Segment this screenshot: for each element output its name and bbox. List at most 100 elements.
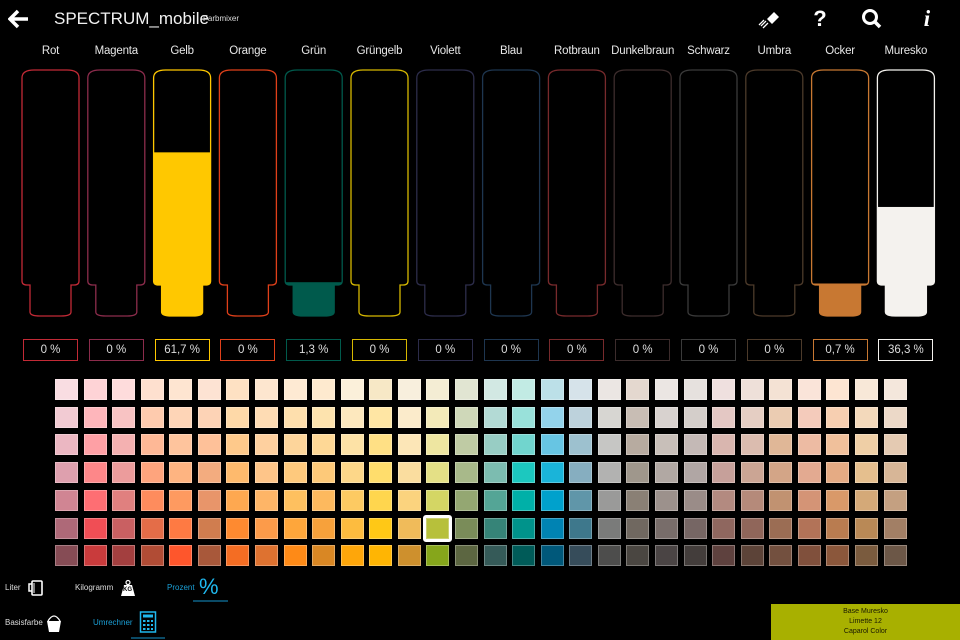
tube-dunkelbraun[interactable] bbox=[613, 69, 672, 317]
eraser-icon[interactable] bbox=[755, 6, 781, 32]
color-swatch[interactable] bbox=[226, 379, 250, 400]
color-swatch[interactable] bbox=[683, 517, 707, 539]
color-swatch[interactable] bbox=[883, 545, 907, 567]
color-swatch[interactable] bbox=[283, 379, 307, 400]
color-swatch[interactable] bbox=[312, 545, 336, 567]
color-swatch[interactable] bbox=[226, 489, 250, 511]
color-swatch[interactable] bbox=[797, 517, 821, 539]
color-swatch[interactable] bbox=[797, 406, 821, 428]
color-swatch[interactable] bbox=[83, 379, 107, 400]
color-swatch[interactable] bbox=[55, 462, 78, 484]
color-swatch[interactable] bbox=[540, 545, 564, 567]
color-swatch[interactable] bbox=[426, 489, 450, 511]
info-icon[interactable]: i bbox=[923, 6, 931, 31]
tube-percent-field[interactable]: 0 % bbox=[483, 339, 539, 361]
color-swatch[interactable] bbox=[883, 379, 907, 400]
color-swatch[interactable] bbox=[626, 379, 650, 400]
tube-schwarz[interactable] bbox=[679, 69, 738, 317]
color-swatch[interactable] bbox=[340, 434, 364, 456]
help-icon[interactable]: ? bbox=[813, 6, 827, 31]
color-swatch[interactable] bbox=[369, 545, 393, 567]
color-swatch[interactable] bbox=[369, 379, 393, 400]
kg-weight-icon[interactable]: KG bbox=[119, 579, 137, 597]
color-swatch[interactable] bbox=[654, 379, 678, 400]
tube-umbra[interactable] bbox=[745, 69, 804, 317]
color-swatch[interactable] bbox=[712, 545, 736, 567]
tube-orange[interactable] bbox=[218, 69, 278, 317]
color-swatch[interactable] bbox=[769, 434, 793, 456]
color-swatch[interactable] bbox=[140, 545, 164, 567]
color-swatch[interactable] bbox=[683, 462, 707, 484]
color-swatch[interactable] bbox=[112, 462, 136, 484]
color-swatch[interactable] bbox=[454, 379, 478, 400]
color-swatch[interactable] bbox=[197, 489, 221, 511]
tube-gelb[interactable] bbox=[152, 69, 213, 318]
color-swatch[interactable] bbox=[483, 545, 507, 567]
color-swatch[interactable] bbox=[283, 545, 307, 567]
color-swatch[interactable] bbox=[569, 406, 593, 428]
color-swatch[interactable] bbox=[169, 406, 193, 428]
color-swatch[interactable] bbox=[140, 517, 164, 539]
color-swatch[interactable] bbox=[854, 462, 878, 484]
color-swatch[interactable] bbox=[369, 434, 393, 456]
color-swatch[interactable] bbox=[826, 489, 850, 511]
color-swatch[interactable] bbox=[854, 379, 878, 400]
color-swatch[interactable] bbox=[712, 517, 736, 539]
color-swatch[interactable] bbox=[83, 462, 107, 484]
color-swatch[interactable] bbox=[569, 545, 593, 567]
color-swatch[interactable] bbox=[540, 462, 564, 484]
color-swatch[interactable] bbox=[397, 379, 421, 400]
color-swatch[interactable] bbox=[854, 489, 878, 511]
unit-liter-label[interactable]: Liter bbox=[5, 583, 21, 592]
color-swatch[interactable] bbox=[569, 434, 593, 456]
result-color-panel[interactable]: Base Muresko Limette 12 Caparol Color bbox=[771, 604, 960, 640]
tube-grüngelb[interactable] bbox=[350, 69, 409, 317]
color-swatch[interactable] bbox=[55, 434, 78, 456]
color-swatch[interactable] bbox=[626, 462, 650, 484]
color-swatch[interactable] bbox=[512, 462, 536, 484]
color-swatch[interactable] bbox=[226, 434, 250, 456]
color-swatch[interactable] bbox=[826, 462, 850, 484]
color-swatch[interactable] bbox=[312, 434, 336, 456]
color-swatch[interactable] bbox=[883, 517, 907, 539]
color-swatch[interactable] bbox=[654, 489, 678, 511]
color-swatch[interactable] bbox=[83, 406, 107, 428]
color-swatch[interactable] bbox=[283, 489, 307, 511]
color-swatch[interactable] bbox=[483, 462, 507, 484]
color-swatch[interactable] bbox=[797, 545, 821, 567]
color-swatch[interactable] bbox=[540, 406, 564, 428]
color-swatch[interactable] bbox=[140, 434, 164, 456]
color-swatch[interactable] bbox=[283, 462, 307, 484]
color-swatch[interactable] bbox=[369, 517, 393, 539]
color-swatch[interactable] bbox=[340, 379, 364, 400]
search-icon[interactable] bbox=[859, 6, 885, 32]
color-swatch[interactable] bbox=[426, 545, 450, 567]
color-swatch[interactable] bbox=[454, 462, 478, 484]
tube-blau[interactable] bbox=[481, 69, 541, 317]
color-swatch[interactable] bbox=[140, 489, 164, 511]
color-swatch[interactable] bbox=[883, 489, 907, 511]
color-swatch[interactable] bbox=[740, 379, 764, 400]
color-swatch[interactable] bbox=[540, 489, 564, 511]
color-swatch[interactable] bbox=[769, 379, 793, 400]
color-swatch[interactable] bbox=[854, 434, 878, 456]
color-swatch[interactable] bbox=[826, 406, 850, 428]
color-swatch[interactable] bbox=[626, 489, 650, 511]
tube-rot[interactable] bbox=[21, 69, 80, 317]
color-swatch[interactable] bbox=[226, 462, 250, 484]
color-swatch[interactable] bbox=[712, 379, 736, 400]
color-swatch[interactable] bbox=[540, 379, 564, 400]
color-swatch[interactable] bbox=[397, 517, 421, 539]
color-swatch[interactable] bbox=[55, 406, 78, 428]
color-swatch[interactable] bbox=[83, 517, 107, 539]
color-swatch[interactable] bbox=[340, 406, 364, 428]
unit-kilogramm-label[interactable]: Kilogramm bbox=[75, 583, 114, 592]
color-swatch[interactable] bbox=[854, 406, 878, 428]
color-swatch[interactable] bbox=[769, 462, 793, 484]
color-swatch[interactable] bbox=[597, 406, 621, 428]
color-swatch[interactable] bbox=[483, 517, 507, 539]
color-swatch[interactable] bbox=[340, 517, 364, 539]
color-swatch[interactable] bbox=[826, 379, 850, 400]
unit-prozent-label[interactable]: Prozent bbox=[167, 583, 195, 592]
color-swatch[interactable] bbox=[483, 406, 507, 428]
